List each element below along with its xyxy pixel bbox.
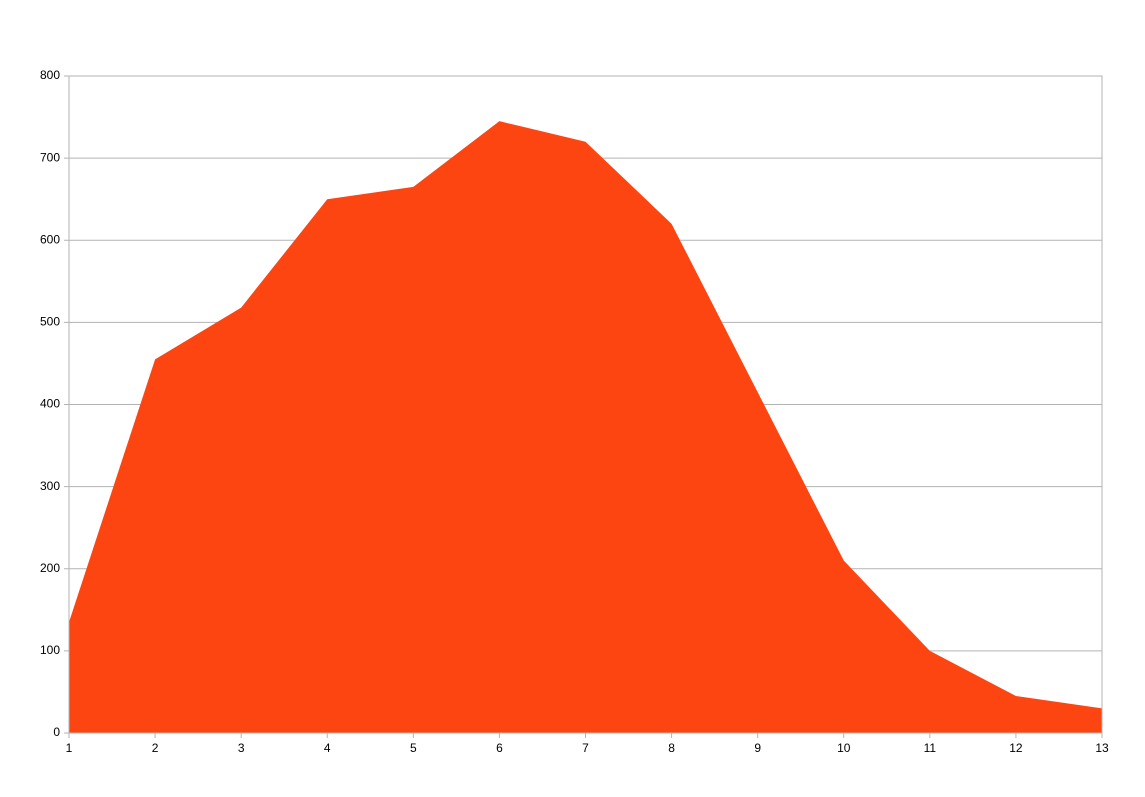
x-tick-label: 9 xyxy=(754,741,761,755)
area xyxy=(69,121,1102,733)
y-tick-label: 600 xyxy=(40,232,60,246)
y-tick-label: 500 xyxy=(40,315,60,329)
y-tick-label: 0 xyxy=(53,725,60,739)
x-tick-label: 7 xyxy=(582,741,589,755)
x-tick-label: 13 xyxy=(1095,741,1109,755)
x-tick-label: 3 xyxy=(238,741,245,755)
y-tick-label: 800 xyxy=(40,68,60,82)
x-tick-label: 8 xyxy=(668,741,675,755)
x-tick-label: 6 xyxy=(496,741,503,755)
x-tick-label: 10 xyxy=(837,741,851,755)
x-tick-label: 4 xyxy=(324,741,331,755)
y-tick-label: 100 xyxy=(40,643,60,657)
x-tick-label: 1 xyxy=(66,741,73,755)
y-tick-label: 200 xyxy=(40,561,60,575)
y-tick-label: 400 xyxy=(40,397,60,411)
x-tick-label: 5 xyxy=(410,741,417,755)
x-tick-label: 11 xyxy=(924,741,937,755)
y-tick-label: 700 xyxy=(40,150,60,164)
x-tick-label: 2 xyxy=(152,741,159,755)
x-tick-label: 12 xyxy=(1009,741,1023,755)
y-tick-label: 300 xyxy=(40,479,60,493)
